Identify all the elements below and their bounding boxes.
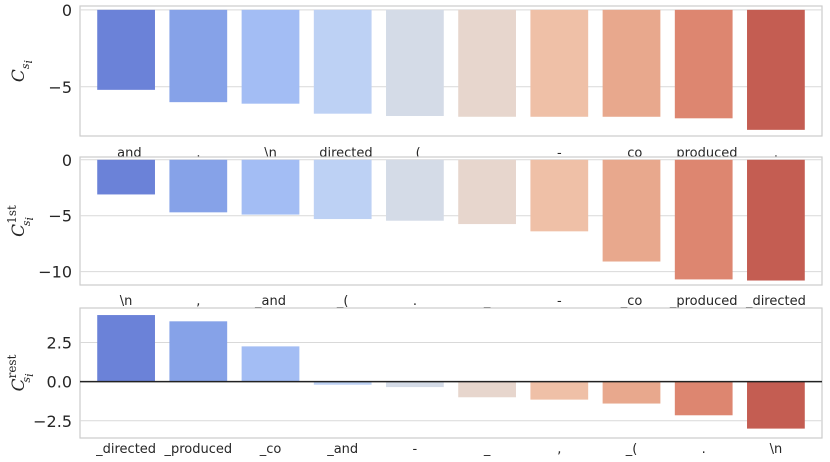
bar [169,321,228,382]
y-tick-label: −5 [48,207,72,226]
y-tick-label: 0.0 [47,373,72,392]
bar [458,381,516,398]
x-tick-label: \n [120,294,133,309]
bar [530,9,589,117]
y-axis-label: Crestsi [5,354,36,391]
x-tick-label: , [196,294,200,309]
bar [674,381,733,416]
bar [458,9,516,117]
bar [169,159,228,213]
bar [313,159,372,220]
bar [602,381,661,404]
x-tick-label: , [557,442,561,457]
x-tick-label: . [774,146,778,161]
x-tick-label: _co [259,442,282,457]
x-tick-label: . [413,294,417,309]
y-tick-label: 0 [62,1,72,20]
y-tick-label: 2.5 [47,333,72,352]
x-tick-label: \n [770,442,783,457]
bar [747,381,805,429]
bar [313,9,372,114]
bar [747,159,805,281]
bar [530,381,589,400]
bar [530,159,589,232]
y-tick-label: −10 [38,263,72,282]
x-tick-label: _produced [669,294,738,309]
x-tick-label: _ [483,442,491,457]
bar [241,9,300,104]
x-tick-label: _( [625,442,638,457]
y-axis-label: C1stsi [5,205,36,237]
x-tick-label: - [557,146,562,161]
x-tick-label: _co [620,294,643,309]
bar [386,159,444,221]
bar [97,315,155,382]
bar [386,9,444,117]
bar [747,9,805,130]
y-tick-label: −2.5 [33,412,72,431]
subplot-1: 0−5_and, \n _directed _(_ - _co _produced .Csi [9,1,823,161]
x-tick-label: _directed [745,294,806,309]
bar [602,9,661,117]
x-tick-label: , [196,146,200,161]
bar [458,159,516,225]
x-tick-label: _produced [163,442,232,457]
bar [313,381,372,385]
bar [674,9,733,119]
x-tick-label: _( [336,294,349,309]
y-axis-label: Csi [9,60,35,82]
x-tick-label: _and [254,294,286,309]
x-tick-label: _ [483,294,491,309]
x-tick-label: _ [483,146,491,161]
y-tick-label: −5 [48,78,72,97]
subplot-2: 0 −5 −10 \n, _and _(. _ - _co _produced _directed C… [5,151,823,309]
bar [674,159,733,280]
x-tick-label: . [702,442,706,457]
x-tick-label: _directed [95,442,156,457]
bar [602,159,661,262]
subplot-3: 2.5 0.0 −2.5 _directed _produced _co _and - _, _(… [5,307,823,457]
bar [241,159,300,215]
x-tick-label: - [557,294,562,309]
bar [169,9,228,103]
y-tick-label: 0 [62,151,72,170]
x-tick-label: _and [326,442,358,457]
bar [97,9,155,90]
x-tick-label: - [413,442,418,457]
bar [386,381,444,388]
bar [241,346,300,382]
bar [97,159,155,195]
